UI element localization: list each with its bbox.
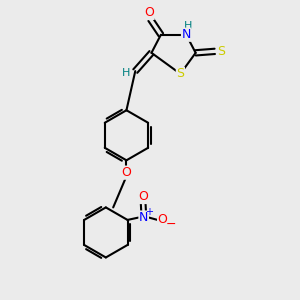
Text: H: H bbox=[122, 68, 130, 78]
Text: O: O bbox=[138, 190, 148, 203]
Text: +: + bbox=[145, 207, 153, 217]
Text: S: S bbox=[176, 67, 184, 80]
Text: S: S bbox=[217, 45, 225, 58]
Text: N: N bbox=[139, 211, 148, 224]
Text: O: O bbox=[122, 166, 131, 179]
Text: H: H bbox=[184, 22, 192, 32]
Text: O: O bbox=[158, 213, 167, 226]
Text: −: − bbox=[166, 218, 176, 231]
Text: N: N bbox=[182, 28, 191, 41]
Text: O: O bbox=[144, 7, 154, 20]
